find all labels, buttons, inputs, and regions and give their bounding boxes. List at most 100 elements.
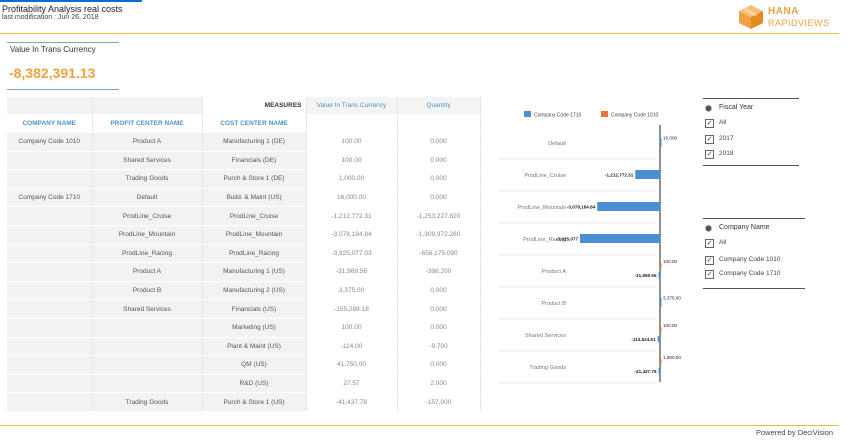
footer-divider <box>0 425 839 426</box>
dimension-cell[interactable]: R&D (US) <box>202 374 307 394</box>
dimension-cell[interactable]: ProdLine_Mountain <box>202 225 307 245</box>
checkbox[interactable]: ✓ <box>705 119 714 128</box>
measures-label: MEASURES <box>202 97 307 115</box>
last-modification: last modification : Jun 26, 2018 <box>2 14 99 21</box>
option-label: All <box>719 119 727 126</box>
measure-cell: 27.57 <box>306 374 398 394</box>
dimension-cell[interactable] <box>92 374 203 394</box>
table-row: Company Code 1710 Default Build. & Maint (… <box>7 188 481 208</box>
measure-cell: -1,253,227.820 <box>397 206 481 226</box>
dimension-cell[interactable]: Purch & Store 1 (US) <box>202 392 307 412</box>
dimension-cell[interactable]: Build. & Maint (US) <box>202 188 307 208</box>
measure-cell: -31,969.56 <box>306 262 398 282</box>
dimension-cell[interactable]: ProdLine_Mountain <box>92 225 203 245</box>
dimension-cell[interactable] <box>7 262 93 282</box>
table-row: R&D (US) 27.57 2.000 <box>7 374 481 394</box>
dimension-cell[interactable] <box>92 318 203 338</box>
dimension-cell[interactable] <box>7 151 93 171</box>
dimension-cell[interactable]: Plant & Maint (US) <box>202 337 307 357</box>
data-label: -3,925,077 <box>556 236 578 241</box>
dimension-cell[interactable] <box>7 374 93 394</box>
column-header-company-name[interactable]: COMPANY NAME <box>7 114 93 133</box>
dimension-cell[interactable]: Product A <box>92 262 203 282</box>
table-row: Product B Manufacturing 2 (US) 3,375.00 0.0… <box>7 281 481 301</box>
header-tab-indicator <box>0 0 142 2</box>
column-header-profit-center-name[interactable]: PROFIT CENTER NAME <box>92 114 203 133</box>
dimension-cell[interactable] <box>92 355 203 375</box>
dimension-cell[interactable]: Shared Services <box>92 151 203 171</box>
dimension-cell[interactable] <box>7 337 93 357</box>
table-row: Plant & Maint (US) -114.00 -9.700 <box>7 337 481 357</box>
measures-header-row: MEASURES Value In Trans Currency Quantit… <box>7 97 481 115</box>
measure-cell: 0.000 <box>397 169 481 189</box>
legend-label: Company Code 1710 <box>534 113 581 119</box>
table-row: ProdLine_Cruise ProdLine_Cruise -1,212,772… <box>7 206 481 226</box>
dimension-cell[interactable]: Company Code 1710 <box>7 188 93 208</box>
dimension-cell[interactable]: QM (US) <box>202 355 307 375</box>
data-label: -113,524.61 <box>631 337 656 342</box>
dimension-cell[interactable]: ProdLine_Racing <box>202 244 307 264</box>
dimension-cell[interactable]: Financials (DE) <box>202 151 307 171</box>
bar <box>660 263 662 269</box>
dimension-cell[interactable]: Manufacturing 2 (US) <box>202 281 307 301</box>
measure-cell: 0.000 <box>397 188 481 208</box>
option-label: 2018 <box>719 150 734 157</box>
checkbox[interactable]: ✓ <box>705 256 714 265</box>
dimension-cell[interactable]: Trading Goods <box>92 392 203 412</box>
measure-cell: 2.000 <box>397 374 481 394</box>
measure-cell: 100.00 <box>306 151 398 171</box>
table-row: Product A Manufacturing 1 (US) -31,969.56-… <box>7 262 481 282</box>
checkbox[interactable]: ✓ <box>705 135 714 144</box>
dimension-cell[interactable]: Manufacturing 1 (DE) <box>202 132 307 152</box>
dimension-cell[interactable]: Manufacturing 1 (US) <box>202 262 307 282</box>
measure-header-value[interactable]: Value In Trans Currency <box>306 97 398 115</box>
dimension-cell[interactable] <box>7 281 93 301</box>
dimension-cell[interactable]: Marketing (US) <box>202 318 307 338</box>
dimension-cell[interactable]: Default <box>92 188 203 208</box>
table-row: ProdLine_Racing ProdLine_Racing -3,925,077… <box>7 244 481 264</box>
legend-swatch <box>601 111 608 117</box>
dimension-cell[interactable]: Company Code 1010 <box>7 132 93 152</box>
bar <box>660 138 662 147</box>
checkbox[interactable]: ✓ <box>705 150 714 159</box>
filter-title: Company Name <box>719 224 770 231</box>
filter-bottom-rule <box>703 288 805 289</box>
dimension-cell[interactable] <box>7 299 93 319</box>
cube-logo-icon <box>739 5 763 29</box>
dimension-cell[interactable]: Financials (US) <box>202 299 307 319</box>
fiscal-year-filter: ⬢ Fiscal Year ✓ All ✓ 2017 ✓ 2018 <box>703 98 801 168</box>
dimension-cell[interactable] <box>7 318 93 338</box>
dimension-cell[interactable] <box>92 337 203 357</box>
measure-cell: 0.000 <box>397 355 481 375</box>
bar <box>658 272 660 278</box>
category-label: Product B <box>541 301 566 307</box>
data-label: -1,212,772.31 <box>605 172 634 177</box>
dimension-cell[interactable] <box>7 392 93 412</box>
dimension-cell[interactable]: Trading Goods <box>92 169 203 189</box>
checkbox[interactable]: ✓ <box>705 239 714 248</box>
dimension-cell[interactable]: Shared Services <box>92 299 203 319</box>
measure-header-quantity[interactable]: Quantity <box>397 97 481 115</box>
kpi-value: -8,382,391.13 <box>9 65 96 81</box>
dimension-cell[interactable]: ProdLine_Cruise <box>202 206 307 226</box>
dimension-cell[interactable] <box>7 244 93 264</box>
dimension-cell[interactable]: Product A <box>92 132 203 152</box>
header-divider <box>0 33 839 34</box>
category-label: ProdLine_Racing <box>523 237 566 243</box>
dimension-cell[interactable]: Purch & Store 1 (DE) <box>202 169 307 189</box>
table-row: Company Code 1010 Product A Manufacturing … <box>7 132 481 152</box>
dimension-cell[interactable] <box>7 225 93 245</box>
dimension-cell[interactable] <box>7 355 93 375</box>
checkbox[interactable]: ✓ <box>705 270 714 279</box>
data-label: 16,000 <box>663 135 677 140</box>
measure-cell: -3,078,184.84 <box>306 225 398 245</box>
table-row: Shared Services Financials (DE) 100.00 0.00… <box>7 151 481 171</box>
table-row: ProdLine_Mountain ProdLine_Mountain -3,078… <box>7 225 481 245</box>
dimension-cell[interactable] <box>7 206 93 226</box>
dimension-cell[interactable] <box>7 169 93 189</box>
dimension-cell[interactable]: ProdLine_Racing <box>92 244 203 264</box>
category-label: ProdLine_Cruise <box>524 173 566 179</box>
dimension-cell[interactable]: ProdLine_Cruise <box>92 206 203 226</box>
dimension-cell[interactable]: Product B <box>92 281 203 301</box>
column-header-cost-center-name[interactable]: COST CENTER NAME <box>202 114 307 133</box>
